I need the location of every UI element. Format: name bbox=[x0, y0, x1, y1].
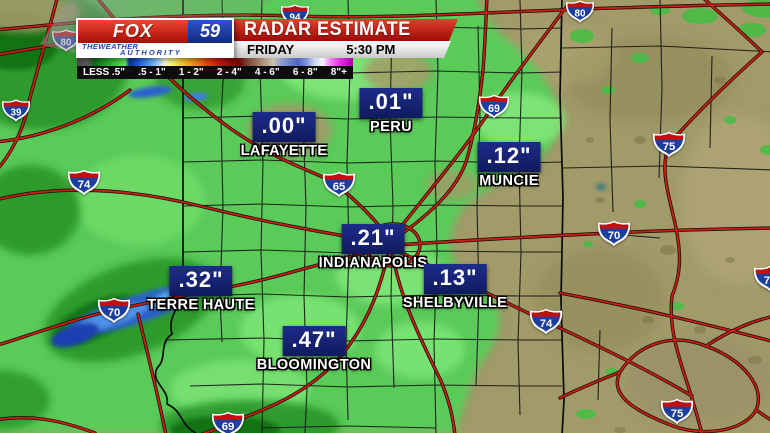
shield-number: 69 bbox=[222, 421, 235, 433]
city-name: MUNCIE bbox=[479, 173, 539, 189]
legend-label-1-2: 1 - 2" bbox=[178, 67, 204, 78]
legend-label-half-1: .5 - 1" bbox=[138, 67, 166, 78]
shield-number: 70 bbox=[108, 307, 121, 319]
rain-value: .12" bbox=[486, 143, 532, 168]
legend-label-8-plus: 8"+ bbox=[330, 67, 347, 78]
legend-label-2-4: 2 - 4" bbox=[216, 67, 242, 78]
time-label: 5:30 PM bbox=[346, 42, 396, 57]
shield-number: 39 bbox=[11, 107, 22, 118]
state-borders bbox=[154, 0, 565, 433]
city-name: BLOOMINGTON bbox=[256, 357, 372, 373]
shield-number: 65 bbox=[333, 181, 346, 193]
rain-value-box: .12" bbox=[477, 142, 541, 172]
shield-number: 80 bbox=[575, 8, 586, 19]
interstate-shield-74-west: 74 bbox=[67, 169, 101, 196]
legend-label-6-8: 6 - 8" bbox=[292, 67, 318, 78]
interstate-shield-80-top: 80 bbox=[565, 0, 595, 23]
shield-number: 74 bbox=[540, 318, 553, 330]
precip-scale-labels: LESS .5" .5 - 1" 1 - 2" 2 - 4" 4 - 6" 6 … bbox=[77, 66, 353, 79]
rain-value: .32" bbox=[178, 267, 224, 292]
rain-value-box: .00" bbox=[252, 112, 316, 142]
rain-value-box: .21" bbox=[341, 224, 405, 254]
precip-color-scale bbox=[77, 58, 353, 66]
shield-number: 75 bbox=[663, 141, 676, 153]
rain-value: .13" bbox=[432, 265, 478, 290]
rain-value-box: .01" bbox=[359, 88, 423, 118]
rain-value-box: .47" bbox=[282, 326, 346, 356]
tagline-line1: THEWEATHER bbox=[82, 42, 139, 51]
page-title: RADAR ESTIMATE bbox=[244, 19, 411, 40]
city-name: TERRE HAUTE bbox=[147, 297, 255, 313]
city-estimate-terre-haute: .32" TERRE HAUTE bbox=[147, 266, 255, 313]
station-logo: FOX 59 THEWEATHER AUTHORITY bbox=[76, 18, 234, 58]
shield-number: 75 bbox=[671, 408, 684, 420]
city-estimate-peru: .01" PERU bbox=[359, 88, 423, 135]
city-estimate-bloomington: .47" BLOOMINGTON bbox=[257, 326, 372, 373]
legend-label-less-half: LESS .5" bbox=[83, 67, 125, 78]
interstate-shield-39: 39 bbox=[1, 99, 31, 122]
city-name: SHELBYVILLE bbox=[402, 295, 508, 311]
city-estimate-lafayette: .00" LAFAYETTE bbox=[241, 112, 328, 159]
shield-number: 74 bbox=[78, 179, 91, 191]
interstate-shield-69-northeast: 69 bbox=[478, 94, 510, 119]
rain-value: .21" bbox=[350, 225, 396, 250]
shield-number: 75 bbox=[764, 275, 770, 287]
interstate-shield-70-east: 70 bbox=[597, 220, 631, 247]
interstate-shield-75-east: 75 bbox=[652, 131, 686, 158]
day-label: FRIDAY bbox=[247, 42, 295, 57]
rain-value: .47" bbox=[291, 327, 337, 352]
shield-number: 94 bbox=[290, 12, 301, 23]
station-logo-top: FOX 59 bbox=[78, 20, 232, 43]
city-name: PERU bbox=[370, 119, 412, 135]
terrain-speckles bbox=[586, 76, 762, 433]
title-banner: RADAR ESTIMATE bbox=[200, 19, 458, 41]
interstate-shield-70-west: 70 bbox=[97, 297, 131, 324]
interstate-shield-75-edge: 75 bbox=[753, 265, 770, 292]
city-estimate-shelbyville: .13" SHELBYVILLE bbox=[403, 264, 507, 311]
city-name: INDIANAPOLIS bbox=[318, 255, 428, 271]
rain-value: .00" bbox=[261, 113, 307, 138]
legend-label-4-6: 4 - 6" bbox=[254, 67, 280, 78]
city-estimate-muncie: .12" MUNCIE bbox=[477, 142, 541, 189]
tagline-line2: AUTHORITY bbox=[120, 48, 182, 57]
city-name: LAFAYETTE bbox=[240, 143, 328, 159]
interstate-shield-69-south: 69 bbox=[211, 411, 245, 433]
fox-logo: FOX bbox=[78, 20, 188, 43]
interstate-shield-75-south: 75 bbox=[660, 398, 694, 425]
interstate-shield-74-southeast: 74 bbox=[529, 308, 563, 335]
rain-value: .01" bbox=[368, 89, 414, 114]
rain-value-box: .13" bbox=[423, 264, 487, 294]
datetime-strip: FRIDAY 5:30 PM bbox=[200, 41, 451, 58]
interstate-shield-65: 65 bbox=[322, 171, 356, 198]
city-estimate-indianapolis: .21" INDIANAPOLIS bbox=[319, 224, 428, 271]
rain-value-box: .32" bbox=[169, 266, 233, 296]
shield-number: 70 bbox=[608, 230, 621, 242]
channel-59-logo: 59 bbox=[188, 20, 232, 43]
weather-authority-tagline: THEWEATHER AUTHORITY bbox=[78, 43, 232, 57]
shield-number: 69 bbox=[488, 103, 500, 115]
